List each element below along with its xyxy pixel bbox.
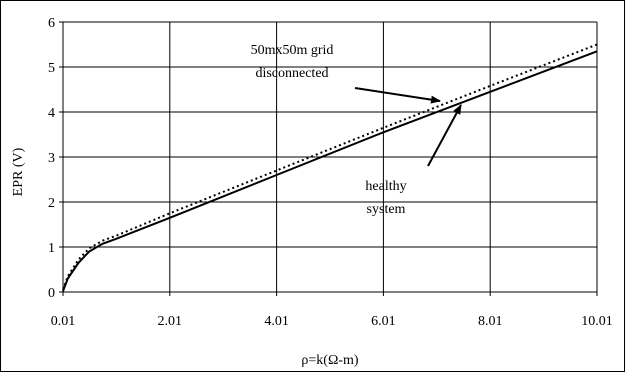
y-axis-label: EPR (V)	[11, 147, 26, 196]
x-tick-label: 8.01	[478, 314, 503, 329]
annotations: 50mx50m grid disconnected healthy system	[251, 43, 462, 217]
series-line-dotted	[62, 43, 598, 291]
x-tick-label: 0.01	[51, 314, 76, 329]
x-tick-label: 2.01	[158, 314, 183, 329]
x-tick-labels: 0.01 2.01 4.01 6.01 8.01 10.01	[51, 314, 613, 329]
y-tick-label: 1	[48, 241, 55, 256]
x-tick-label: 6.01	[371, 314, 396, 329]
y-tick-labels: 0 1 2 3 4 5 6	[48, 16, 55, 301]
y-tick-label: 0	[48, 286, 55, 301]
annotation-label: healthy system	[365, 179, 406, 217]
annotation-label: 50mx50m grid disconnected	[251, 43, 334, 81]
annotation-arrow	[354, 87, 441, 104]
y-tick-label: 3	[48, 151, 55, 166]
annotation-line: healthy	[365, 179, 406, 194]
series-lines	[62, 43, 598, 292]
series-line-solid	[62, 50, 598, 292]
x-tick-label: 4.01	[264, 314, 289, 329]
annotation-line: 50mx50m grid	[251, 43, 334, 58]
annotation-arrow	[427, 104, 462, 167]
grid-lines	[63, 21, 598, 292]
y-tick-label: 4	[48, 106, 55, 121]
axes	[59, 21, 598, 296]
y-tick-label: 6	[48, 16, 55, 31]
x-axis-label: ρ=k(Ω-m)	[301, 353, 359, 368]
y-tick-label: 5	[48, 61, 55, 76]
annotation-line: disconnected	[255, 66, 328, 81]
x-tick-label: 10.01	[581, 314, 613, 329]
y-tick-label: 2	[48, 196, 55, 211]
annotation-line: system	[367, 202, 406, 217]
